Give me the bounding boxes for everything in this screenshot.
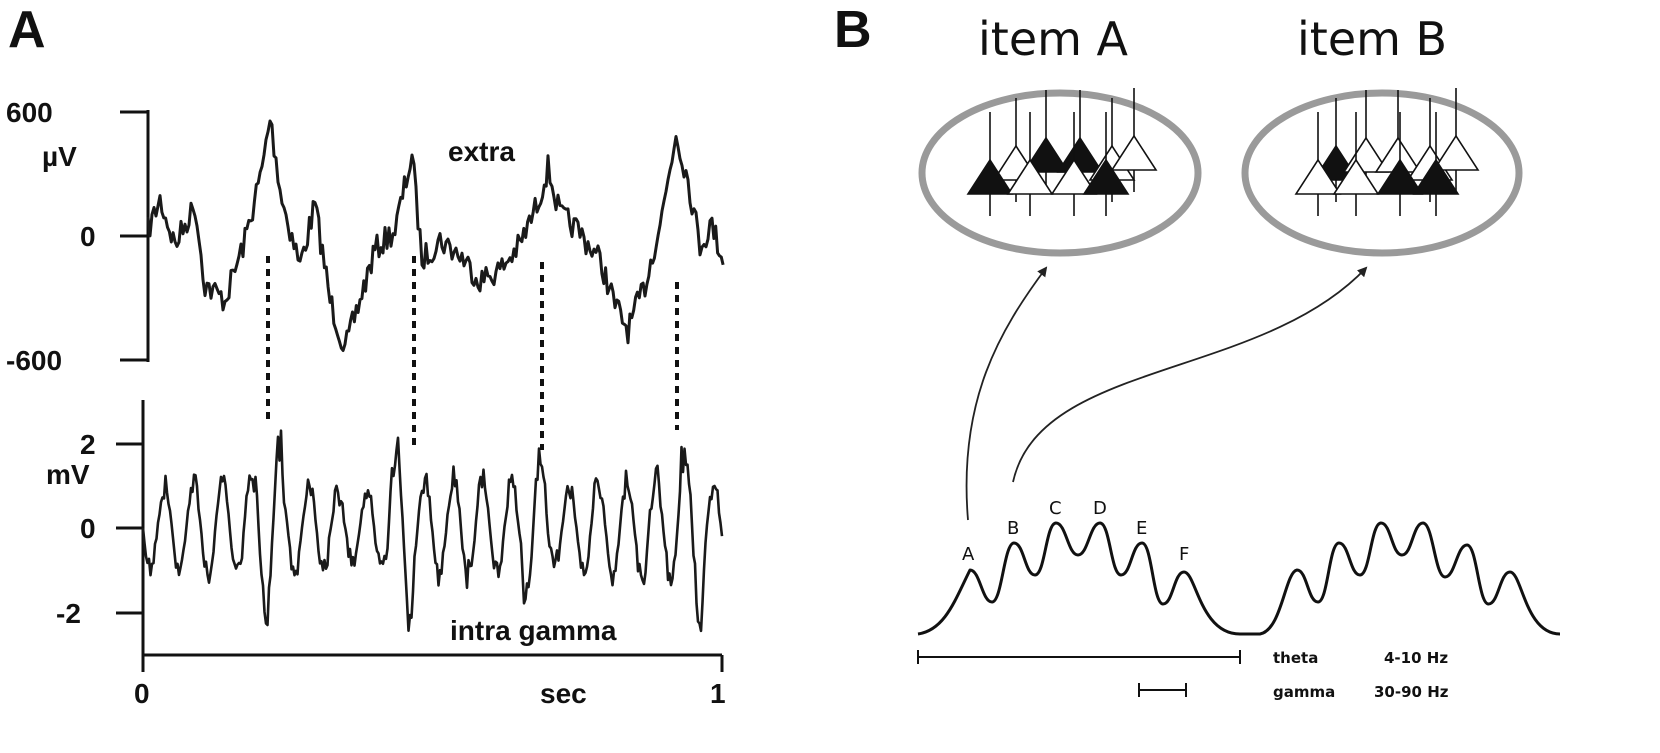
item-a-ensemble-ellipse xyxy=(918,89,1202,257)
x-axis-tick-0: 0 xyxy=(134,678,150,709)
bottom-axis-tick-2: 2 xyxy=(80,429,96,460)
top-axis-tick-neg600: -600 xyxy=(6,345,62,376)
intracellular-gamma-trace xyxy=(141,429,724,633)
bottom-y-axis xyxy=(116,400,145,655)
neuron-b-7 xyxy=(1376,112,1424,216)
peak-label-f: F xyxy=(1179,544,1189,565)
item-b-title: item B xyxy=(1297,12,1447,66)
arrow-to-item-a xyxy=(965,266,1048,521)
bottom-axis-unit: mV xyxy=(46,459,90,490)
peak-label-d: D xyxy=(1093,498,1107,519)
theta-gamma-waveform xyxy=(917,521,1561,636)
theta-scale-bar xyxy=(917,650,1241,664)
bottom-axis-tick-0: 0 xyxy=(80,513,96,544)
item-b-neuron-ensemble xyxy=(1294,88,1480,216)
legend-theta-name: theta xyxy=(1273,649,1318,667)
x-axis-tick-1: 1 xyxy=(710,678,726,709)
top-axis-unit: µV xyxy=(42,141,77,172)
neuron-a-6 xyxy=(1006,112,1054,216)
top-axis-tick-0: 0 xyxy=(80,221,96,252)
neuron-b-5 xyxy=(1294,112,1342,216)
neuron-b-6 xyxy=(1332,112,1380,216)
legend-gamma-range: 30-90 Hz xyxy=(1374,683,1449,701)
neuron-a-8 xyxy=(1082,112,1130,216)
intra-gamma-label: intra gamma xyxy=(450,615,617,646)
peak-label-c: C xyxy=(1049,498,1062,519)
alignment-dashes xyxy=(266,256,679,450)
gamma-scale-bar xyxy=(1138,683,1187,697)
neuron-a-1 xyxy=(1022,90,1070,194)
x-axis-unit: sec xyxy=(540,678,587,709)
panel-b-letter: B xyxy=(834,1,872,59)
neuron-a-5 xyxy=(966,112,1014,216)
item-a-title: item A xyxy=(978,12,1129,66)
legend-gamma-name: gamma xyxy=(1273,683,1335,701)
top-y-axis xyxy=(120,110,150,362)
arrow-to-item-b xyxy=(1012,266,1368,483)
peak-label-b: B xyxy=(1007,518,1019,539)
item-a-neuron-ensemble xyxy=(966,88,1158,216)
x-axis xyxy=(141,653,724,672)
item-b-ensemble-ellipse xyxy=(1241,89,1523,257)
top-axis-tick-600: 600 xyxy=(6,97,53,128)
peak-label-e: E xyxy=(1136,518,1147,539)
legend-theta-range: 4-10 Hz xyxy=(1384,649,1448,667)
peak-label-a: A xyxy=(962,544,975,565)
neuron-b-4 xyxy=(1432,88,1480,192)
neuron-b-8 xyxy=(1412,112,1460,216)
neuron-a-7 xyxy=(1050,112,1098,216)
bottom-axis-tick-neg2: -2 xyxy=(56,598,81,629)
extra-label: extra xyxy=(448,136,515,167)
extracellular-trace xyxy=(146,119,725,352)
panel-a-letter: A xyxy=(8,1,46,59)
neuron-a-4 xyxy=(1110,88,1158,192)
